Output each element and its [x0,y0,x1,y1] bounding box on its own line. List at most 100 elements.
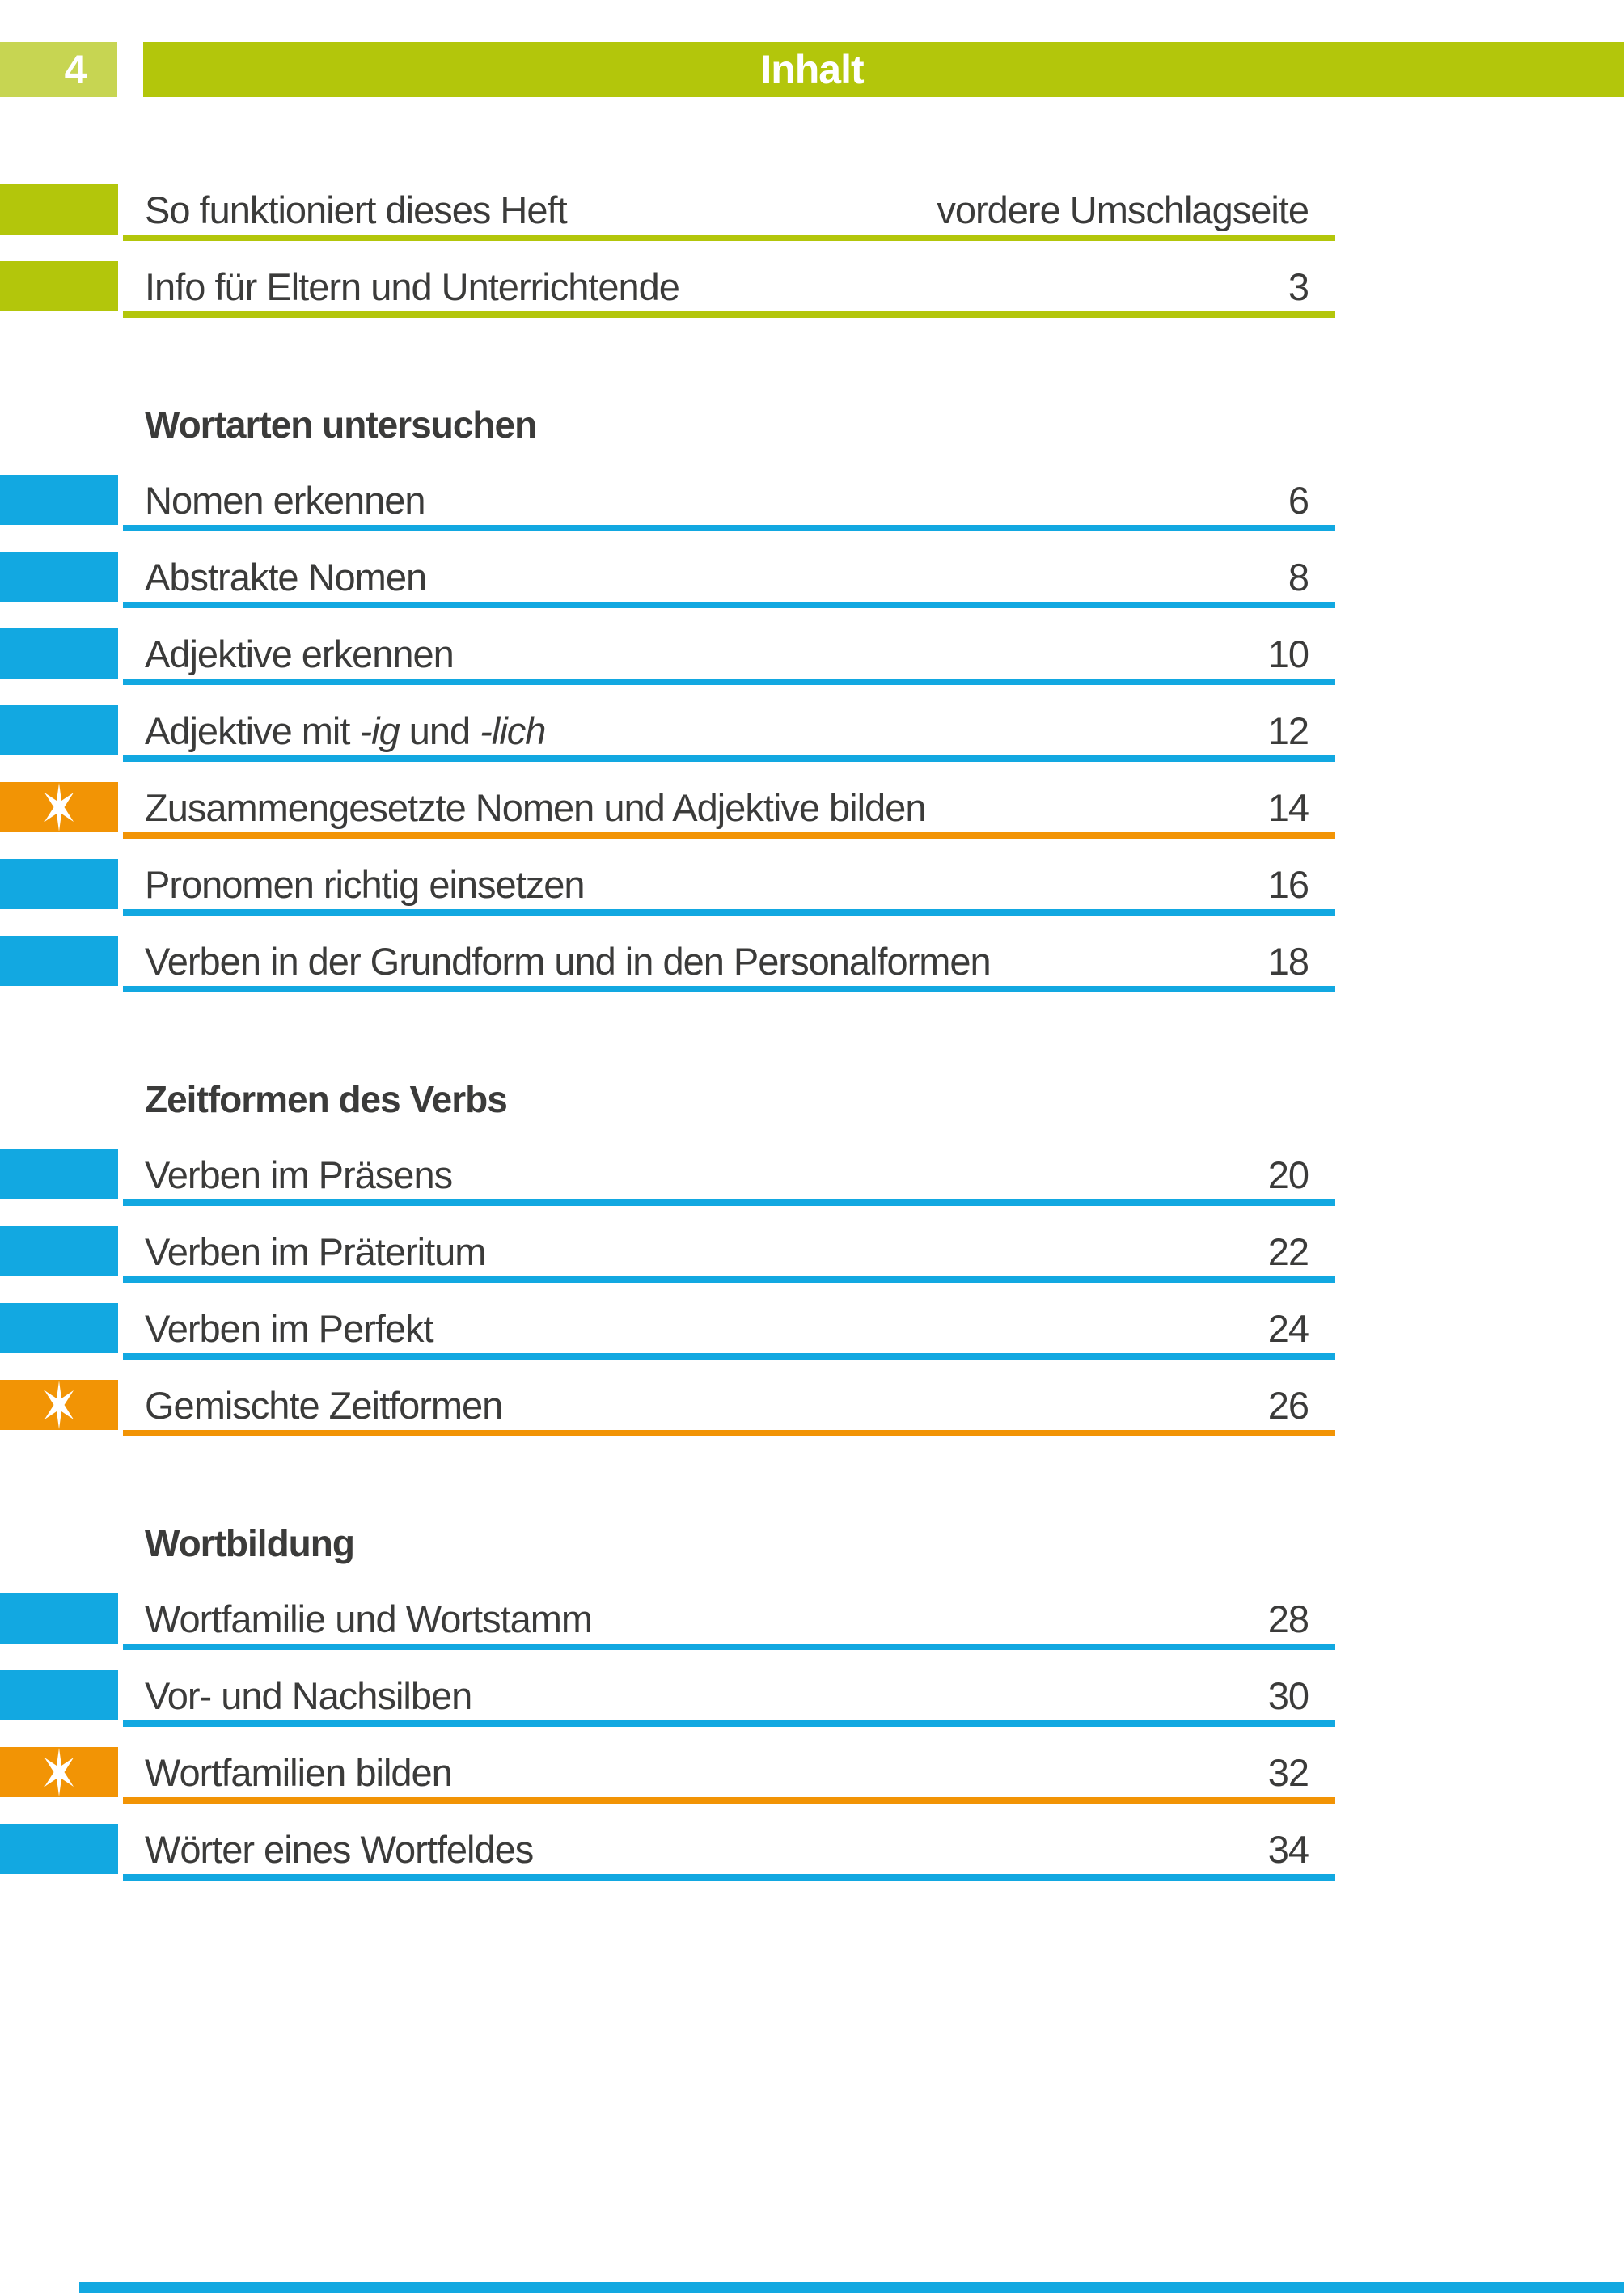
table-of-contents: So funktioniert dieses Heft vordere Umsch… [0,184,1624,1901]
row-page-ref: 14 [1267,786,1309,829]
row-rule [123,1797,1335,1804]
row-marker [0,184,118,235]
row-rule [123,525,1335,531]
row-rule [123,1353,1335,1360]
row-label-part: -ig [359,709,400,752]
row-label: Nomen erkennen [145,475,426,525]
row-label-part: Adjektive mit [145,709,360,752]
toc-row: Zusammengesetzte Nomen und Adjektive bil… [0,782,1624,839]
row-label-part: Vor- und Nachsilben [145,1674,472,1717]
star-icon [44,1748,74,1796]
row-label: Adjektive erkennen [145,628,455,679]
toc-row: Gemischte Zeitformen 26 [0,1380,1624,1436]
row-rule [123,1720,1335,1727]
page-number-badge: 4 [0,42,117,97]
row-label-part: Wortfamilie und Wortstamm [145,1597,593,1640]
section-title: Wortarten untersuchen [145,404,537,446]
row-label-part: Wortfamilien bilden [145,1751,453,1794]
row-marker [0,628,118,679]
row-label: Verben im Präteritum [145,1226,486,1276]
row-page-ref: 24 [1267,1307,1309,1350]
row-label-part: Pronomen richtig einsetzen [145,863,586,906]
row-label: Wortfamilie und Wortstamm [145,1593,593,1644]
section-title: Zeitformen des Verbs [145,1078,508,1120]
row-page-ref: vordere Umschlagseite [937,188,1309,231]
row-marker [0,936,118,986]
star-icon [44,1381,74,1429]
row-label: Vor- und Nachsilben [145,1670,472,1720]
row-label: Pronomen richtig einsetzen [145,859,586,909]
row-label: Verben im Präsens [145,1149,453,1199]
row-label-part: Verben in der Grundform und in den Perso… [145,940,992,983]
row-label: Wörter eines Wortfeldes [145,1824,534,1874]
row-label-part: Verben im Perfekt [145,1307,434,1350]
row-label: Verben im Perfekt [145,1303,434,1353]
row-rule [123,311,1335,318]
row-page-ref: 18 [1267,940,1309,983]
star-marker [0,1747,118,1797]
toc-row: Verben im Präsens 20 [0,1149,1624,1206]
row-page-ref: 12 [1267,709,1309,752]
toc-row: Vor- und Nachsilben 30 [0,1670,1624,1727]
row-marker [0,1824,118,1874]
row-marker [0,261,118,311]
row-label: So funktioniert dieses Heft [145,184,568,235]
row-marker [0,1670,118,1720]
toc-row: Nomen erkennen 6 [0,475,1624,531]
row-rule [123,1874,1335,1881]
toc-row: Verben im Präteritum 22 [0,1226,1624,1283]
row-page-ref: 10 [1267,632,1309,675]
row-label-part: und [399,709,480,752]
row-label-part: Info für Eltern und Unterrichtende [145,265,680,308]
row-rule [123,832,1335,839]
row-label-part: Zusammengesetzte Nomen und Adjektive bil… [145,786,926,829]
page-header: 4 Inhalt [0,42,1624,97]
row-marker [0,705,118,755]
toc-row: Wortfamilien bilden 32 [0,1747,1624,1804]
row-label-part: -lich [480,709,546,752]
row-page-ref: 30 [1267,1674,1309,1717]
row-marker [0,1149,118,1199]
row-marker [0,859,118,909]
row-page-ref: 3 [1288,265,1309,308]
toc-row: Abstrakte Nomen 8 [0,552,1624,608]
toc-row: Info für Eltern und Unterrichtende 3 [0,261,1624,318]
toc-row: Verben im Perfekt 24 [0,1303,1624,1360]
toc-row: Pronomen richtig einsetzen 16 [0,859,1624,916]
row-label: Info für Eltern und Unterrichtende [145,261,680,311]
row-page-ref: 6 [1288,479,1309,522]
row-rule [123,1644,1335,1650]
row-label-part: Gemischte Zeitformen [145,1384,503,1427]
row-label: Abstrakte Nomen [145,552,427,602]
toc-row: So funktioniert dieses Heft vordere Umsch… [0,184,1624,241]
row-rule [123,1276,1335,1283]
row-label-part: Nomen erkennen [145,479,426,522]
row-label: Wortfamilien bilden [145,1747,453,1797]
row-page-ref: 26 [1267,1384,1309,1427]
row-page-ref: 22 [1267,1230,1309,1273]
row-label-part: Abstrakte Nomen [145,556,427,599]
row-label: Verben in der Grundform und in den Perso… [145,936,992,986]
row-page-ref: 32 [1267,1751,1309,1794]
toc-row: Verben in der Grundform und in den Perso… [0,936,1624,992]
row-label-part: Adjektive erkennen [145,632,455,675]
row-page-ref: 8 [1288,556,1309,599]
row-page-ref: 28 [1267,1597,1309,1640]
toc-row: Adjektive mit -ig und -lich 12 [0,705,1624,762]
star-marker [0,1380,118,1430]
row-rule [123,1199,1335,1206]
header-bar [143,42,1624,97]
row-rule [123,235,1335,241]
section-title: Wortbildung [145,1522,355,1564]
row-page-ref: 16 [1267,863,1309,906]
toc-row: Adjektive erkennen 10 [0,628,1624,685]
footer-bar [79,2282,1624,2293]
row-rule [123,755,1335,762]
row-rule [123,909,1335,916]
row-label-part: Verben im Präteritum [145,1230,486,1273]
row-label-part: Wörter eines Wortfeldes [145,1828,534,1871]
row-rule [123,1430,1335,1436]
row-page-ref: 34 [1267,1828,1309,1871]
row-marker [0,475,118,525]
